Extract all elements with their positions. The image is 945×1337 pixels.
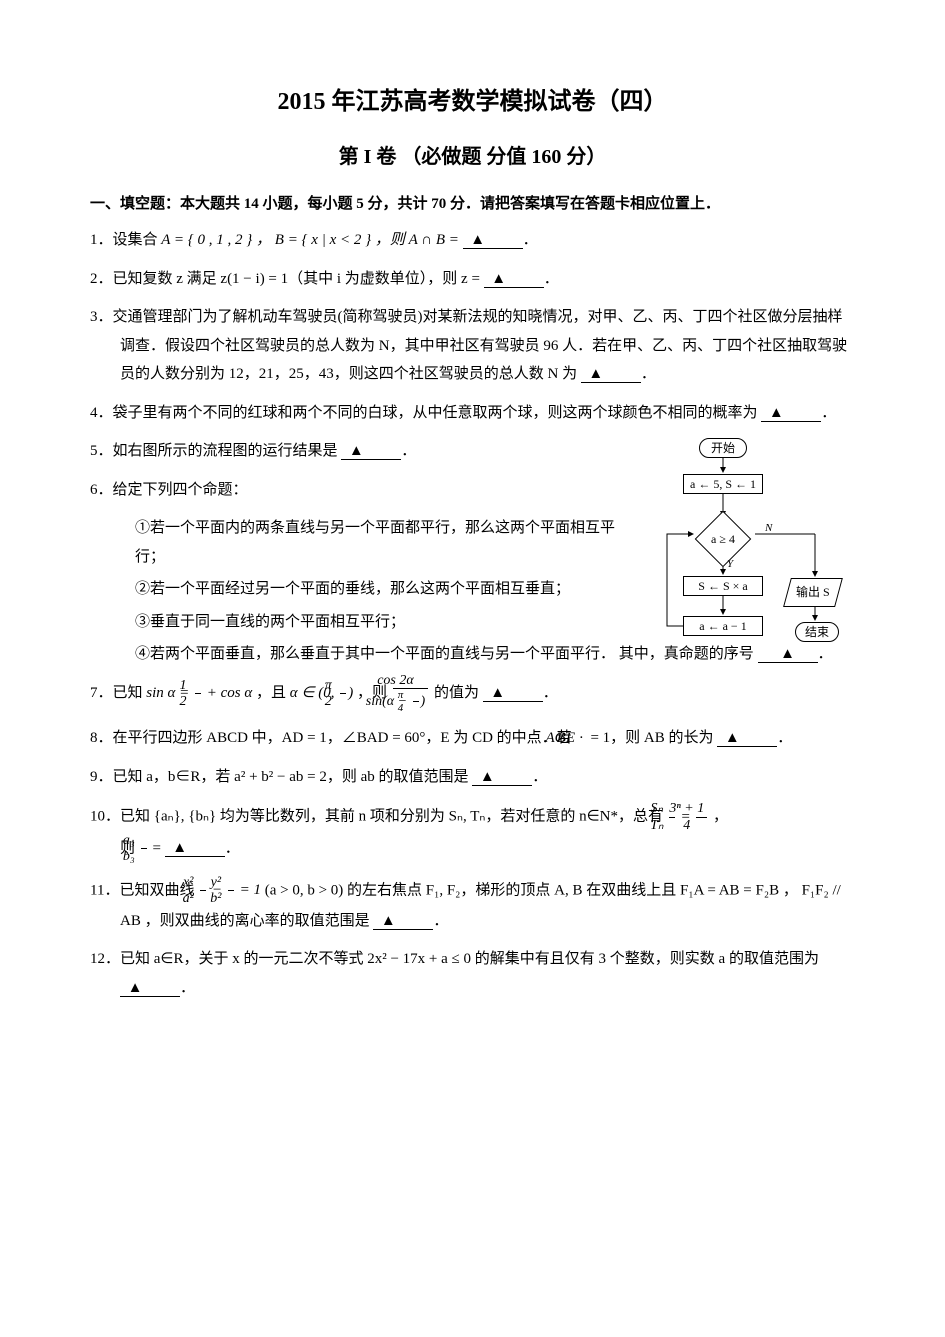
q8-b: = 1，则 AB 的长为 [590,730,717,746]
answer-blank: ▲ [483,686,543,702]
q11-a: 11．已知双曲线 [90,882,198,898]
section-heading: 一、填空题：本大题共 14 小题，每小题 5 分，共计 70 分．请把答案填写在… [90,190,855,219]
q3-text: 3．交通管理部门为了解机动车驾驶员(简称驾驶员)对某新法规的知晓情况，对甲、乙、… [90,309,847,382]
q4-text: 4．袋子里有两个不同的红球和两个不同的白球，从中任意取两个球，则这两个球颜色不相… [90,405,761,421]
q12-b: ． [180,980,195,996]
q10-eq1: SₙTₙ = 3ⁿ + 14 [667,809,709,825]
flowchart-diagram: 开始 a ← 5, S ← 1 a ≥ 4 Y N S ← S × a a ← … [655,436,865,696]
q7-e: ． [543,685,558,701]
q1-text-a: 1．设集合 [90,232,161,248]
question-6-wrap: 6．给定下列四个命题： ①若一个平面内的两条直线与另一个平面都平行，那么这两个平… [90,476,855,669]
question-8: 8．在平行四边形 ABCD 中，AD = 1，∠BAD = 60°，E 为 CD… [90,724,855,753]
fc-output: 输出 S [783,578,842,607]
question-7: 7．已知 sin α = 12 + cos α ，且 α ∈ (0, π2) ，… [90,673,855,715]
question-10: 10．已知 {aₙ}, {bₙ} 均为等比数列，其前 n 项和分别为 Sₙ, T… [90,801,855,865]
q11-eq: x²a² − y²b² = 1 [198,882,261,898]
q1-math: A = { 0 , 1 , 2 } ， B = { x | x < 2 } ，则… [161,232,462,248]
q2-end: ． [544,271,559,287]
answer-blank: ▲ [761,406,821,422]
q5-end: ． [401,443,416,459]
question-3: 3．交通管理部门为了解机动车驾驶员(简称驾驶员)对某新法规的知晓情况，对甲、乙、… [90,303,855,389]
fc-cond: a ≥ 4 [693,528,753,551]
page-title: 2015 年江苏高考数学模拟试卷（四） [90,80,855,126]
fc-no-label: N [765,518,772,539]
fc-start: 开始 [699,438,747,458]
q10-eq2: a₃b₃ [139,840,149,856]
q7-eq2: α ∈ (0, π2) [290,685,353,701]
q9-b: ． [532,769,547,785]
q10-a: 10．已知 {aₙ}, {bₙ} 均为等比数列，其前 n 项和分别为 Sₙ, T… [90,809,667,825]
q4-end: ． [821,405,836,421]
page-subtitle: 第 I 卷 （必做题 分值 160 分） [90,138,855,176]
question-12: 12．已知 a∈R，关于 x 的一元二次不等式 2x² − 17x + a ≤ … [90,945,855,1002]
q12-a: 12．已知 a∈R，关于 x 的一元二次不等式 2x² − 17x + a ≤ … [90,951,819,967]
fc-step2: a ← a − 1 [683,616,763,636]
q10-b: ， [713,809,728,825]
answer-blank: ▲ [120,981,180,997]
question-11: 11．已知双曲线 x²a² − y²b² = 1 (a > 0, b > 0) … [90,875,855,935]
q8-c: ． [777,730,792,746]
q10-d: = [153,840,165,856]
q5-text: 5．如右图所示的流程图的运行结果是 [90,443,341,459]
question-2: 2．已知复数 z 满足 z(1 − i) = 1（其中 i 为虚数单位），则 z… [90,265,855,294]
q7-b: ，且 [256,685,290,701]
answer-blank: ▲ [717,731,777,747]
answer-blank: ▲ [165,841,225,857]
answer-blank: ▲ [472,770,532,786]
question-1: 1．设集合 A = { 0 , 1 , 2 } ， B = { x | x < … [90,226,855,255]
q2-text: 2．已知复数 z 满足 z(1 − i) = 1（其中 i 为虚数单位），则 z… [90,271,484,287]
q7-eq3: cos 2αsin(α − π4) [391,685,430,701]
answer-blank: ▲ [463,233,523,249]
q7-eq1: sin α = 12 + cos α [146,685,252,701]
answer-blank: ▲ [484,272,544,288]
answer-blank: ▲ [373,914,433,930]
fc-init: a ← 5, S ← 1 [683,474,763,494]
q7-a: 7．已知 [90,685,146,701]
q8-a: 8．在平行四边形 ABCD 中，AD = 1，∠BAD = 60°，E 为 CD… [90,730,575,746]
fc-end: 结束 [795,622,839,642]
q3-end: ． [641,366,656,382]
q8-vec: AC · BE [575,730,586,746]
q9-a: 9．已知 a，b∈R，若 a² + b² − ab = 2，则 ab 的取值范围… [90,769,472,785]
question-4: 4．袋子里有两个不同的红球和两个不同的白球，从中任意取两个球，则这两个球颜色不相… [90,399,855,428]
q1-text-c: ． [523,232,538,248]
fc-step1: S ← S × a [683,576,763,596]
answer-blank: ▲ [581,367,641,383]
fc-yes-label: Y [727,554,733,575]
question-9: 9．已知 a，b∈R，若 a² + b² − ab = 2，则 ab 的取值范围… [90,763,855,792]
answer-blank: ▲ [341,444,401,460]
q10-e: ． [225,840,240,856]
q7-d: 的值为 [434,685,483,701]
q11-c: ． [433,913,448,929]
